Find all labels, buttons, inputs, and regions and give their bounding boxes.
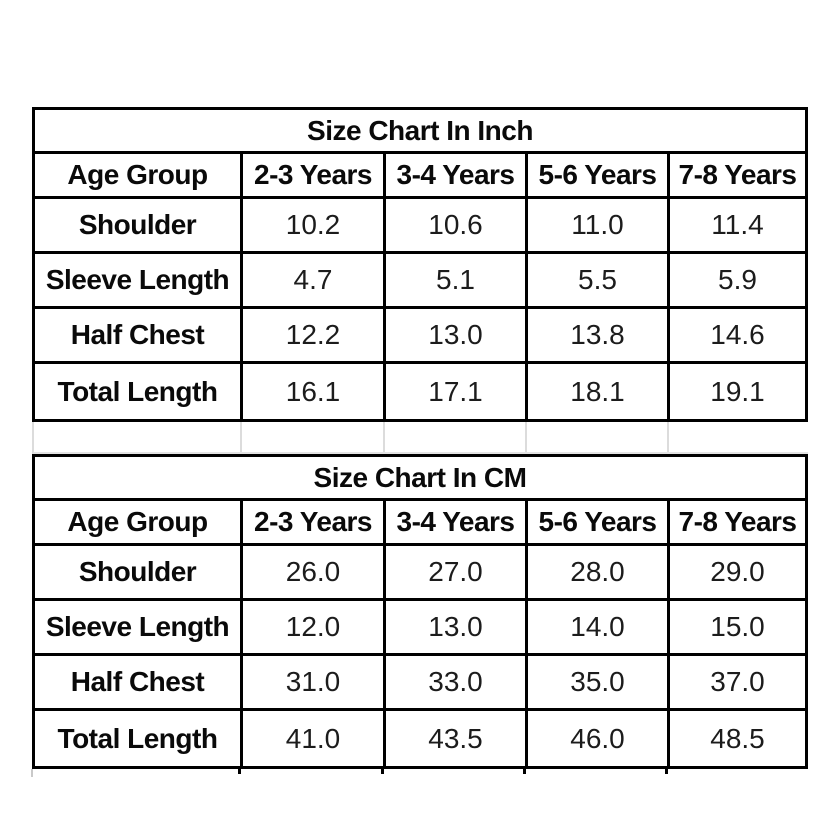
row-label: Half Chest: [70, 666, 205, 697]
border-tick: [238, 769, 241, 774]
size-value-cell: 27.0: [383, 546, 525, 598]
row-label: Shoulder: [78, 556, 197, 587]
size-table-inch: Size Chart In Inch Age Group 2-3 Years 3…: [32, 107, 808, 422]
border-tick: [665, 769, 668, 774]
size-value-cell: 46.0: [525, 711, 667, 766]
size-value-cell: 5.5: [525, 254, 667, 306]
gridline-tick: [31, 769, 33, 777]
size-value-cell: 12.2: [240, 309, 383, 361]
size-value-cell: 31.0: [240, 656, 383, 708]
size-value-cell: 11.4: [667, 199, 805, 251]
size-value-cell: 5.1: [383, 254, 525, 306]
size-value-cell: 10.6: [383, 199, 525, 251]
size-value-cell: 37.0: [667, 656, 805, 708]
column-header-2-3-years: 2-3 Years: [240, 501, 383, 543]
column-header-5-6-years: 5-6 Years: [525, 154, 667, 196]
row-label: Total Length: [57, 722, 218, 754]
gridline-cell: [667, 422, 808, 452]
column-header-7-8-years: 7-8 Years: [667, 154, 805, 196]
size-value-cell: 48.5: [667, 711, 805, 766]
size-value-cell: 10.2: [240, 199, 383, 251]
size-value-cell: 4.7: [240, 254, 383, 306]
size-value-cell: 13.0: [383, 601, 525, 653]
spreadsheet-gap-row: [32, 422, 808, 454]
row-label: Total Length: [57, 375, 218, 407]
size-value-cell: 29.0: [667, 546, 805, 598]
row-label: Sleeve Length: [45, 611, 230, 642]
row-label: Sleeve Length: [45, 264, 230, 295]
size-value-cell: 14.6: [667, 309, 805, 361]
size-value-cell: 28.0: [525, 546, 667, 598]
border-tick: [523, 769, 526, 774]
size-value-cell: 15.0: [667, 601, 805, 653]
column-header-2-3-years: 2-3 Years: [240, 154, 383, 196]
column-header-7-8-years: 7-8 Years: [667, 501, 805, 543]
size-value-cell: 5.9: [667, 254, 805, 306]
gridline-cell: [525, 422, 667, 452]
border-tick: [381, 769, 384, 774]
size-value-cell: 17.1: [383, 364, 525, 419]
header-row: Age Group 2-3 Years 3-4 Years 5-6 Years …: [35, 154, 805, 199]
table-row-half-chest: Half Chest 31.0 33.0 35.0 37.0: [35, 656, 805, 711]
size-value-cell: 13.8: [525, 309, 667, 361]
column-header-age-group: Age Group: [67, 159, 208, 190]
row-label: Half Chest: [70, 319, 205, 350]
column-header-3-4-years: 3-4 Years: [383, 501, 525, 543]
column-header-3-4-years: 3-4 Years: [383, 154, 525, 196]
gridline-cell: [34, 422, 240, 452]
table-row-sleeve-length: Sleeve Length 4.7 5.1 5.5 5.9: [35, 254, 805, 309]
size-value-cell: 18.1: [525, 364, 667, 419]
gridline-cell: [383, 422, 525, 452]
size-value-cell: 33.0: [383, 656, 525, 708]
header-row: Age Group 2-3 Years 3-4 Years 5-6 Years …: [35, 501, 805, 546]
size-value-cell: 26.0: [240, 546, 383, 598]
gridline-cell: [240, 422, 383, 452]
table-row-shoulder: Shoulder 10.2 10.6 11.0 11.4: [35, 199, 805, 254]
size-value-cell: 11.0: [525, 199, 667, 251]
table-row-total-length: Total Length 41.0 43.5 46.0 48.5: [35, 711, 805, 766]
column-header-5-6-years: 5-6 Years: [525, 501, 667, 543]
size-value-cell: 35.0: [525, 656, 667, 708]
size-value-cell: 13.0: [383, 309, 525, 361]
table-row-shoulder: Shoulder 26.0 27.0 28.0 29.0: [35, 546, 805, 601]
table-row-sleeve-length: Sleeve Length 12.0 13.0 14.0 15.0: [35, 601, 805, 656]
size-value-cell: 16.1: [240, 364, 383, 419]
table-row-total-length: Total Length 16.1 17.1 18.1 19.1: [35, 364, 805, 419]
size-value-cell: 43.5: [383, 711, 525, 766]
table-title-cm: Size Chart In CM: [35, 457, 805, 501]
column-header-age-group: Age Group: [67, 506, 208, 537]
size-value-cell: 19.1: [667, 364, 805, 419]
size-table-cm: Size Chart In CM Age Group 2-3 Years 3-4…: [32, 454, 808, 769]
table-row-half-chest: Half Chest 12.2 13.0 13.8 14.6: [35, 309, 805, 364]
size-value-cell: 12.0: [240, 601, 383, 653]
table-title-inch: Size Chart In Inch: [35, 110, 805, 154]
size-value-cell: 14.0: [525, 601, 667, 653]
row-label: Shoulder: [78, 209, 197, 240]
size-value-cell: 41.0: [240, 711, 383, 766]
